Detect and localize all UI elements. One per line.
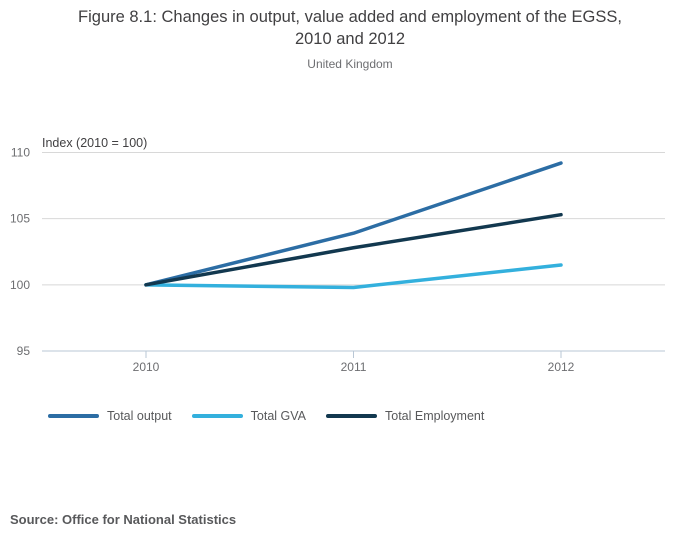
legend-swatch-total-gva	[191, 414, 243, 418]
y-tick-label: 100	[10, 278, 30, 292]
y-tick-label: 105	[10, 212, 30, 226]
chart-title: Figure 8.1: Changes in output, value add…	[78, 8, 622, 48]
x-tick-label: 2010	[133, 360, 160, 374]
legend-swatch-total-employment	[326, 414, 377, 418]
legend: Total output Total GVA Total Employment	[48, 409, 484, 423]
source-note: Source: Office for National Statistics	[10, 512, 237, 527]
series-line-total-employment	[144, 212, 563, 287]
x-tick-label: 2011	[341, 360, 367, 374]
legend-item-total-employment: Total Employment	[326, 409, 484, 423]
legend-item-total-output: Total output	[48, 409, 172, 423]
y-tick-label: 95	[17, 344, 31, 358]
series-line-total-output	[144, 161, 563, 287]
series-line-total-gva	[144, 263, 563, 290]
legend-label-total-employment: Total Employment	[385, 409, 485, 423]
y-tick-label: 110	[11, 146, 30, 160]
legend-label-total-output: Total output	[107, 409, 172, 423]
legend-swatch-total-output	[48, 414, 99, 418]
chart-subtitle: United Kingdom	[307, 57, 393, 71]
legend-label-total-gva: Total GVA	[250, 409, 306, 423]
y-axis-title: Index (2010 = 100)	[42, 136, 147, 150]
legend-item-total-gva: Total GVA	[191, 409, 306, 423]
x-tick-label: 2012	[548, 360, 575, 374]
